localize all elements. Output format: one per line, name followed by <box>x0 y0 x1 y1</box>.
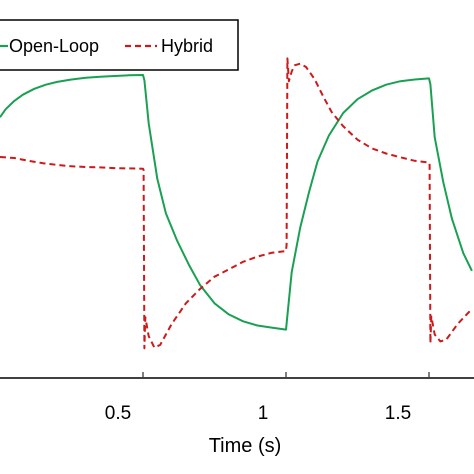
legend-label-hybrid: Hybrid <box>161 36 213 56</box>
series-line-open-loop <box>0 74 473 331</box>
x-ticks: 0.5 1 1.5 <box>105 372 430 424</box>
series-layer <box>0 57 473 350</box>
legend: Open-Loop Hybrid <box>0 19 239 71</box>
plot-area-frame <box>0 377 474 379</box>
legend-label-open-loop: Open-Loop <box>9 36 99 56</box>
x-tick-label: 1 <box>258 403 269 424</box>
series-line-hybrid <box>0 57 473 350</box>
x-tick-label: 0.5 <box>105 403 131 424</box>
legend-box <box>0 19 239 71</box>
x-axis-label: Time (s) <box>209 435 282 457</box>
x-tick-label: 1.5 <box>385 403 411 424</box>
